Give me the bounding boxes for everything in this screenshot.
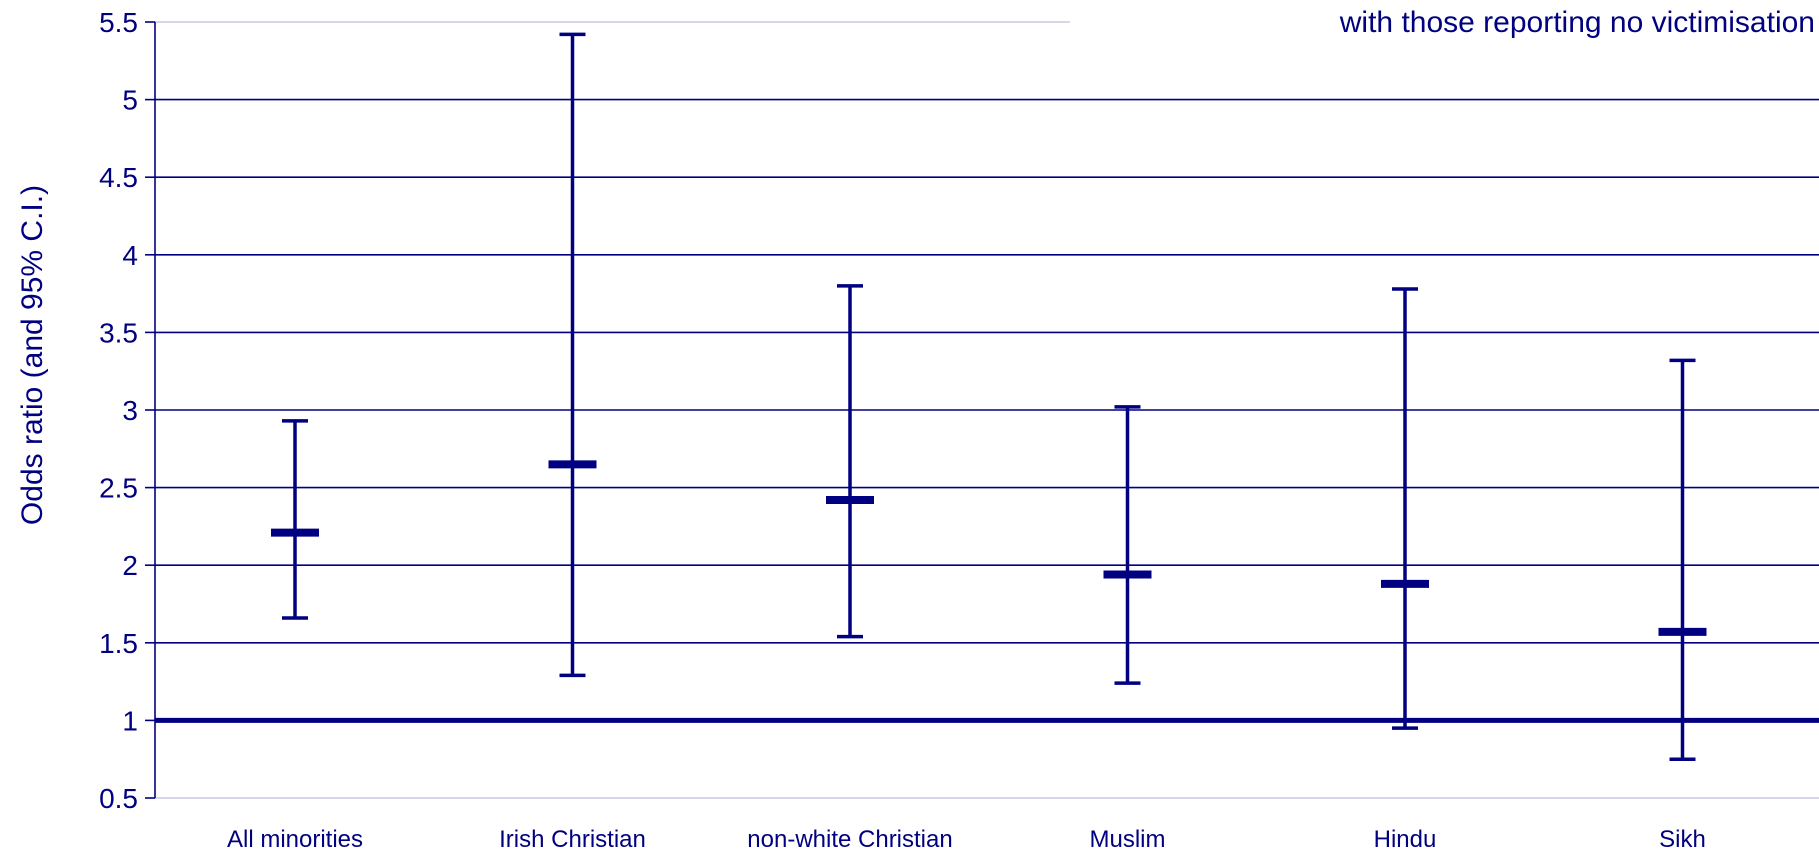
- annotation-background: [1070, 0, 1819, 50]
- x-tick-label: All minorities: [227, 826, 363, 853]
- y-axis-label: Odds ratio (and 95% C.I.): [16, 185, 49, 525]
- y-tick-label: 2.5: [99, 473, 138, 504]
- y-axis: [145, 21, 156, 799]
- y-tick-label: 3: [122, 395, 138, 426]
- y-tick-label: 1: [122, 705, 138, 736]
- x-tick-label: Irish Christian: [499, 826, 646, 853]
- y-tick-label: 3.5: [99, 317, 138, 348]
- x-tick-label: Sikh: [1659, 826, 1706, 853]
- y-tick-label: 2: [122, 550, 138, 581]
- x-axis-tick-labels: All minorities Irish Christian non-white C…: [227, 826, 1706, 853]
- y-tick-label: 0.5: [99, 783, 138, 814]
- gridlines: [155, 21, 1819, 799]
- chart-annotation: with those reporting no victimisation: [1339, 6, 1815, 39]
- x-tick-label: Muslim: [1090, 826, 1166, 853]
- x-tick-label: non-white Christian: [747, 826, 952, 853]
- x-tick-label: Hindu: [1374, 826, 1437, 853]
- y-tick-label: 4: [122, 240, 138, 271]
- y-tick-label: 4.5: [99, 162, 138, 193]
- y-tick-label: 5: [122, 85, 138, 116]
- y-axis-tick-labels: 0.5 1 1.5 2 2.5 3 3.5 4 4.5 5 5.5: [99, 7, 138, 814]
- y-tick-label: 1.5: [99, 628, 138, 659]
- y-tick-label: 5.5: [99, 7, 138, 38]
- error-bars: [271, 32, 1707, 761]
